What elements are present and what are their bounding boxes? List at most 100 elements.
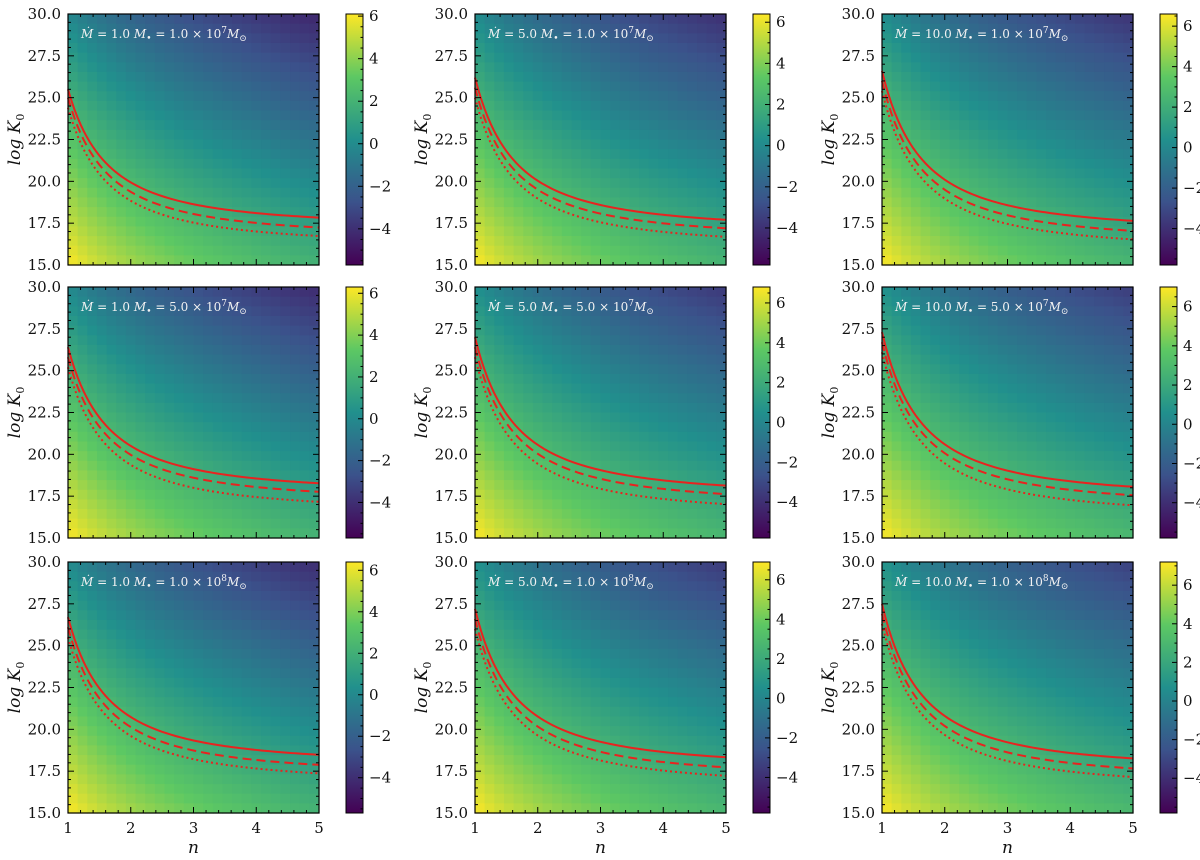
heatmap-cell <box>212 354 224 365</box>
heatmap-cell <box>174 383 185 394</box>
heatmap-cell <box>910 412 922 423</box>
y-axis-label: log K0 <box>412 387 434 439</box>
heatmap-cell <box>552 216 563 227</box>
heatmap-cell <box>1017 245 1028 256</box>
heatmap-cell <box>697 315 708 327</box>
heatmap-cell <box>232 120 243 131</box>
heatmap-cell <box>193 81 204 92</box>
heatmap-cell <box>523 383 534 394</box>
heatmap-cell <box>1075 187 1086 199</box>
heatmap-cell <box>106 460 117 472</box>
heatmap-cell <box>154 306 166 317</box>
heatmap-cell <box>77 110 88 121</box>
heatmap-cell <box>135 460 146 472</box>
heatmap-cell <box>270 489 281 500</box>
heatmap-cell <box>290 236 301 247</box>
heatmap-cell <box>542 325 553 336</box>
heatmap-cell <box>212 518 224 529</box>
heatmap-cell <box>116 441 127 452</box>
heatmap-cell <box>183 129 195 141</box>
heatmap-cell <box>1036 139 1047 150</box>
heatmap-cell <box>1065 335 1076 346</box>
heatmap-cell <box>154 451 166 462</box>
heatmap-cell <box>901 23 912 34</box>
heatmap-cell <box>1007 393 1018 404</box>
heatmap-cell <box>77 52 88 63</box>
heatmap-cell <box>639 470 650 481</box>
heatmap-cell <box>1123 344 1134 356</box>
heatmap-cell <box>1075 373 1086 385</box>
heatmap-cell <box>930 354 941 365</box>
heatmap-cell <box>1113 354 1124 365</box>
heatmap-cell <box>494 158 505 170</box>
heatmap-cell <box>1075 460 1086 472</box>
heatmap-cell <box>571 255 582 266</box>
heatmap-cell <box>96 383 108 394</box>
heatmap-cell <box>77 129 88 141</box>
heatmap-cell <box>513 62 524 73</box>
heatmap-cell <box>1104 168 1115 179</box>
heatmap-cell <box>1046 197 1057 208</box>
heatmap-cell <box>125 354 137 365</box>
heatmap-cell <box>174 325 185 336</box>
heatmap-cell <box>1065 306 1076 317</box>
heatmap-cell <box>183 14 195 25</box>
heatmap-cell <box>1046 383 1057 394</box>
heatmap-cell <box>251 197 262 208</box>
colorbar-tick-label: 6 <box>776 13 786 31</box>
heatmap-cell <box>610 393 621 404</box>
heatmap-cell <box>687 306 698 317</box>
heatmap-cell <box>590 81 602 92</box>
heatmap-cell <box>658 325 669 336</box>
heatmap-cell <box>610 335 621 346</box>
heatmap-cell <box>222 197 233 208</box>
heatmap-cell <box>552 383 563 394</box>
heatmap-cell <box>68 677 79 689</box>
heatmap-cell <box>1055 14 1067 25</box>
heatmap-cell <box>910 306 922 317</box>
heatmap-cell <box>203 373 214 385</box>
heatmap-cell <box>639 373 650 385</box>
heatmap-cell <box>154 129 166 141</box>
heatmap-cell <box>532 470 544 481</box>
heatmap-cell <box>949 431 960 443</box>
heatmap-cell <box>87 197 98 208</box>
heatmap-cell <box>561 306 573 317</box>
heatmap-cell <box>949 460 960 472</box>
heatmap-cell <box>299 287 310 298</box>
heatmap-cell <box>309 120 320 131</box>
heatmap-cell <box>648 110 660 121</box>
heatmap-cell <box>1075 71 1086 83</box>
heatmap-cell <box>716 393 727 404</box>
heatmap-cell <box>590 287 602 298</box>
heatmap-cell <box>96 489 108 500</box>
heatmap-cell <box>212 325 224 336</box>
heatmap-cell <box>968 158 980 170</box>
heatmap-cell <box>270 255 281 266</box>
heatmap-cell <box>1075 52 1086 63</box>
heatmap-cell <box>1065 431 1076 443</box>
heatmap-cell <box>106 470 117 481</box>
heatmap-cell <box>484 480 495 491</box>
heatmap-cell <box>901 149 912 160</box>
heatmap-cell <box>183 100 195 112</box>
heatmap-cell <box>116 158 127 170</box>
heatmap-cell <box>241 236 253 247</box>
heatmap-cell <box>96 306 108 317</box>
heatmap-cell <box>212 306 224 317</box>
heatmap-cell <box>1123 197 1134 208</box>
heatmap-cell <box>222 207 233 218</box>
heatmap-cell <box>164 451 175 462</box>
heatmap-cell <box>590 197 602 208</box>
heatmap-cell <box>668 158 679 170</box>
heatmap-cell <box>1123 129 1134 141</box>
heatmap-cell <box>920 451 931 462</box>
heatmap-cell <box>1123 470 1134 481</box>
heatmap-cell <box>590 23 602 34</box>
heatmap-cell <box>96 245 108 256</box>
y-tick-label: 20.0 <box>435 445 468 463</box>
heatmap-cell <box>920 470 931 481</box>
heatmap-cell <box>503 81 515 92</box>
heatmap-cell <box>125 489 137 500</box>
heatmap-cell <box>949 187 960 199</box>
